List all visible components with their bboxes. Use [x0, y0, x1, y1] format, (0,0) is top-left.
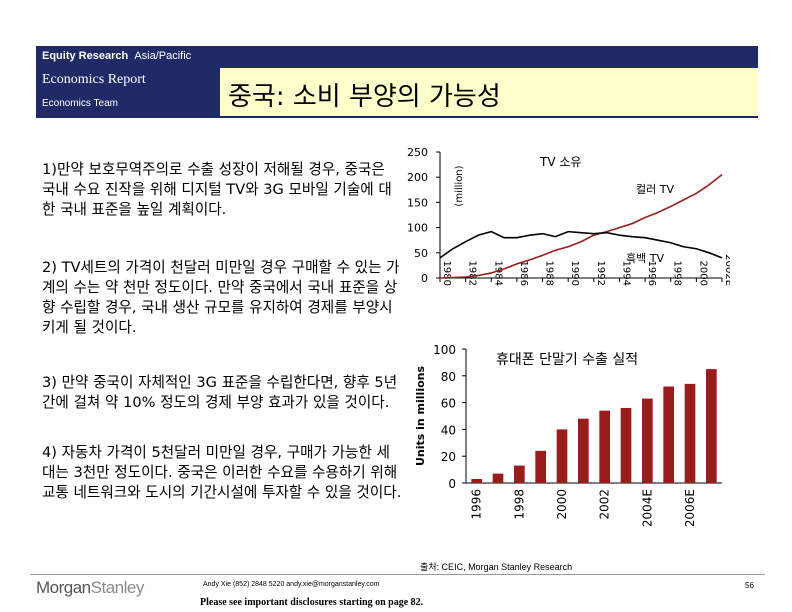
point-1: 1)만약 보호무역주의로 수출 성장이 저해될 경우, 중국은 국내 수요 진작…: [42, 161, 392, 218]
tv-legend-bw: 흑백 TV: [626, 251, 664, 265]
phone-y-tick-label: 40: [441, 423, 456, 437]
phone-x-tick-label: 2004E: [640, 489, 654, 527]
tv-x-tick-label: 2000: [697, 261, 708, 286]
title-box: 중국: 소비 부양의 가능성: [220, 68, 758, 118]
point-3: 3) 만약 중국이 자체적인 3G 표준을 수립한다면, 향후 5년간에 걸쳐 …: [42, 374, 398, 411]
report-type: Economics Report: [42, 72, 146, 87]
phone-bar: [663, 386, 674, 483]
tv-x-tick-label: 1992: [595, 261, 606, 286]
tv-x-tick-label: 1980: [441, 261, 452, 286]
page-number: 56: [745, 581, 754, 590]
page-title: 중국: 소비 부양의 가능성: [228, 82, 501, 112]
phone-bar: [642, 398, 653, 483]
tv-y-tick-label: 50: [414, 247, 428, 260]
source-note: 출처: CEIC, Morgan Stanley Research: [420, 562, 573, 572]
phone-bar: [578, 418, 589, 483]
phone-y-tick-label: 100: [433, 343, 456, 357]
point-2: 2) TV세트의 가격이 천달러 미만일 경우 구매할 수 있는 가계의 수는 …: [42, 259, 400, 336]
phone-bar: [535, 450, 546, 483]
tv-x-tick-label: 1982: [467, 261, 478, 286]
disclosure-note: Please see important disclosures startin…: [200, 597, 424, 608]
phone-export-chart: 0 20 40 60 80 100 Units in millions 1996 1998 200…: [414, 343, 722, 527]
tv-y-tick-label: 250: [407, 146, 428, 159]
phone-chart-title: 휴대폰 단말기 수출 실적: [496, 352, 638, 368]
analyst-contact: Andy Xie (852) 2848 5220 andy.xie@morgan…: [203, 581, 380, 588]
phone-bar: [471, 478, 482, 483]
header-bar: Equity Research Asia/Pacific: [36, 46, 758, 68]
tv-x-tick-label: 1988: [544, 261, 555, 286]
phone-bar: [514, 465, 525, 483]
tv-series-line-0: [439, 174, 723, 279]
phone-x-tick-label: 2006E: [683, 489, 697, 527]
phone-bar: [492, 473, 504, 483]
phone-x-tick-label: 1996: [470, 489, 484, 520]
tv-y-axis-label: (million): [454, 165, 465, 206]
morgan-stanley-logo: MorganStanley: [36, 578, 144, 597]
tv-y-tick-label: 100: [407, 222, 428, 235]
tv-ownership-chart: 0 50 100 150 200 250 (million) 1980 1982 1984 1986…: [407, 146, 730, 286]
phone-x-tick-label: 1998: [512, 489, 526, 520]
phone-bar: [556, 429, 568, 483]
phone-bar: [706, 369, 717, 483]
phone-y-tick-label: 0: [448, 477, 456, 491]
phone-x-tick-label: 2000: [555, 489, 569, 520]
phone-y-tick-label: 60: [441, 397, 456, 411]
point-4: 4) 자동차 가격이 5천달러 미만일 경우, 구매가 가능한 세대는 3천만 …: [42, 444, 402, 501]
footer-rule: [30, 574, 765, 575]
phone-x-tick-label: 2002: [598, 489, 612, 520]
tv-x-tick-label: 1996: [646, 261, 657, 286]
phone-bar: [684, 383, 696, 483]
tv-y-tick-label: 0: [421, 272, 428, 285]
tv-legend-color: 컬러 TV: [636, 183, 674, 196]
tv-chart-title: TV 소유: [539, 155, 581, 169]
tv-series-line-1: [439, 230, 723, 259]
tv-x-tick-label: 1998: [672, 261, 683, 286]
phone-y-tick-label: 20: [441, 450, 456, 464]
tv-x-tick-label: 1990: [569, 261, 580, 286]
tv-x-tick-label: 1986: [518, 261, 529, 286]
header-section: Equity Research Asia/Pacific: [42, 50, 192, 62]
tv-x-tick-label: 2002E: [723, 254, 730, 286]
team-name: Economics Team: [42, 98, 118, 109]
report-box: Economics Report Economics Team: [36, 68, 220, 118]
phone-bar: [599, 410, 610, 483]
tv-y-tick-label: 150: [407, 196, 428, 209]
tv-y-tick-label: 200: [407, 171, 428, 184]
phone-y-tick-label: 80: [441, 370, 456, 384]
tv-x-tick-label: 1984: [492, 261, 503, 286]
phone-y-axis-label: Units in millions: [414, 366, 427, 467]
phone-bar: [620, 407, 632, 483]
tv-x-tick-label: 1994: [620, 261, 631, 286]
